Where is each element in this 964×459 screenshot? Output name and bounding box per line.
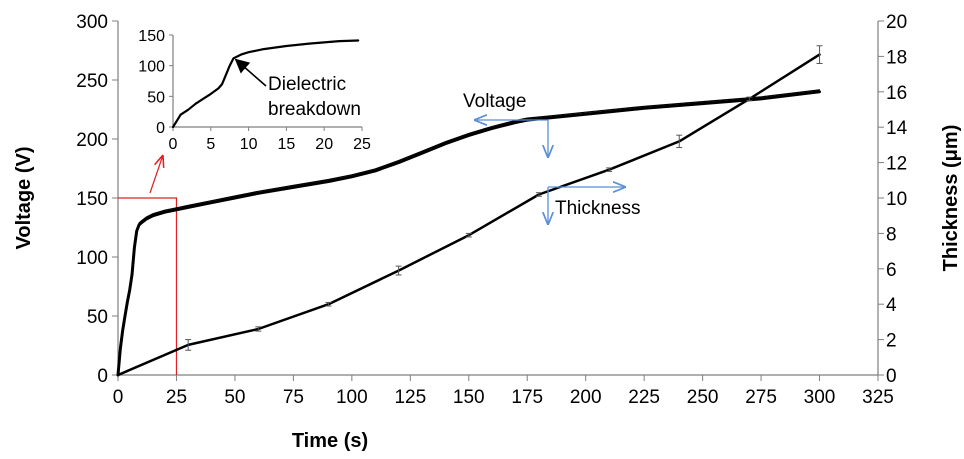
y-tick-label: 150 <box>76 189 108 210</box>
inset-x-tick-label: 10 <box>240 136 258 153</box>
y2-tick-label: 8 <box>886 224 897 245</box>
inset-chart: 0 5 10 15 20 25 0 50 100 150 Dielectric breakdown <box>138 28 371 153</box>
thickness-error-bar <box>676 134 683 149</box>
y-tick-label: 250 <box>76 71 108 92</box>
x-tick-label: 300 <box>804 387 836 408</box>
inset-y-tick-label: 150 <box>138 28 165 45</box>
thickness-error-bar <box>465 232 472 238</box>
x-tick-label: 175 <box>511 387 543 408</box>
inset-x-tick-label: 20 <box>315 136 333 153</box>
annotations: Voltage Thickness <box>463 91 641 225</box>
x-tick-label: 100 <box>336 387 368 408</box>
x-tick-label: 75 <box>283 387 304 408</box>
x-tick-label: 200 <box>570 387 602 408</box>
thickness-error-bar <box>185 339 192 351</box>
y2-tick-label: 6 <box>886 260 897 281</box>
y2-tick-label: 10 <box>886 189 907 210</box>
voltage-series-line-trace <box>117 89 821 374</box>
y2-tick-label: 14 <box>886 118 908 139</box>
y2-tick-label: 18 <box>886 47 907 68</box>
main-ticks: 0 25 50 75 100 125 150 175 200 225 250 275 300 325050… <box>76 12 907 408</box>
y-tick-label: 200 <box>76 130 108 151</box>
zoom-box <box>118 197 178 375</box>
y-tick-label: 0 <box>97 366 108 387</box>
y2-tick-label: 0 <box>886 366 897 387</box>
x-tick-label: 225 <box>628 387 660 408</box>
breakdown-annotation: Dielectric breakdown <box>268 74 361 120</box>
x-tick-label: 25 <box>166 387 187 408</box>
x-tick-label: 125 <box>394 387 426 408</box>
y-tick-label: 50 <box>87 307 108 328</box>
y2-tick-label: 2 <box>886 331 897 352</box>
x-tick-label: 325 <box>862 387 894 408</box>
y2-tick-label: 16 <box>886 83 907 104</box>
y2-tick-label: 20 <box>886 12 907 33</box>
thickness-error-bar <box>395 265 402 276</box>
thickness-error-bar <box>325 301 332 307</box>
x-tick-label: 0 <box>113 387 124 408</box>
x-tick-label: 150 <box>453 387 485 408</box>
thickness-error-bar <box>535 192 542 197</box>
breakdown-arrow <box>234 58 267 87</box>
y2-tick-label: 12 <box>886 154 907 175</box>
inset-x-tick-label: 5 <box>206 136 215 153</box>
x-tick-label: 250 <box>687 387 719 408</box>
thickness-annotation: Thickness <box>555 198 641 219</box>
inset-voltage-line <box>171 39 360 129</box>
zoom-indicator <box>118 155 178 375</box>
inset-x-tick-label: 25 <box>353 136 371 153</box>
y-tick-label: 100 <box>76 248 108 269</box>
inset-x-tick-label: 15 <box>278 136 296 153</box>
inset-y-tick-label: 50 <box>147 89 165 106</box>
y2-tick-label: 4 <box>886 295 897 316</box>
y2-axis-title: Thickness (μm) <box>940 125 962 272</box>
thickness-error-bar <box>606 167 613 172</box>
y-axis-title: Voltage (V) <box>13 147 35 250</box>
thickness-error-bar <box>746 96 753 102</box>
x-tick-label: 50 <box>224 387 245 408</box>
inset-y-tick-label: 100 <box>138 59 165 76</box>
voltage-annotation: Voltage <box>463 91 526 112</box>
thickness-error-bar <box>816 45 823 64</box>
x-tick-label: 275 <box>745 387 777 408</box>
inset-y-tick-label: 0 <box>156 120 165 137</box>
thickness-error-bar <box>255 326 262 332</box>
zoom-arrow <box>149 155 163 194</box>
inset-x-tick-label: 0 <box>169 136 178 153</box>
y-tick-label: 300 <box>76 12 108 33</box>
x-axis-title: Time (s) <box>292 430 368 452</box>
